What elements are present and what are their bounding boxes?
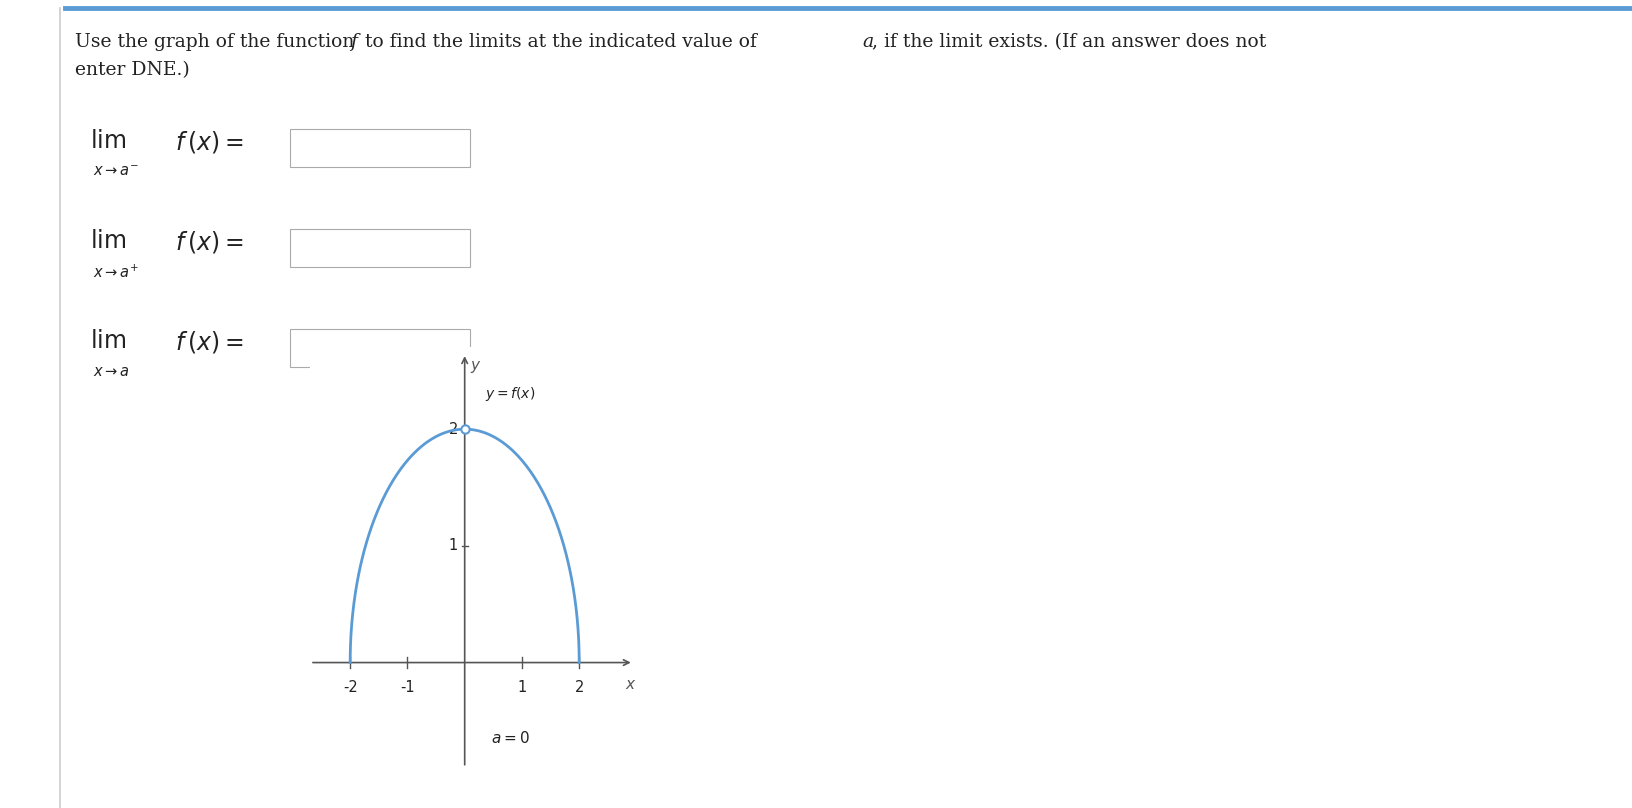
Text: , if the limit exists. (If an answer does not: , if the limit exists. (If an answer doe… — [871, 33, 1266, 51]
Text: $x \to a^{-}$: $x \to a^{-}$ — [93, 164, 139, 179]
Text: $f\,(x) =$: $f\,(x) =$ — [175, 129, 243, 155]
Text: $x \to a$: $x \to a$ — [93, 364, 131, 379]
Text: $x$: $x$ — [625, 676, 636, 692]
FancyBboxPatch shape — [290, 129, 470, 167]
Text: $\lim$: $\lim$ — [90, 330, 126, 354]
Text: $x \to a^{+}$: $x \to a^{+}$ — [93, 264, 139, 281]
Text: 1: 1 — [449, 538, 459, 553]
Text: -1: -1 — [400, 680, 415, 695]
Text: a: a — [862, 33, 873, 51]
FancyBboxPatch shape — [290, 229, 470, 267]
Text: $f\,(x) =$: $f\,(x) =$ — [175, 329, 243, 355]
Text: Use the graph of the function: Use the graph of the function — [75, 33, 361, 51]
Text: 2: 2 — [449, 422, 459, 436]
Text: enter DNE.): enter DNE.) — [75, 61, 189, 79]
Text: to find the limits at the indicated value of: to find the limits at the indicated valu… — [359, 33, 762, 51]
FancyBboxPatch shape — [290, 329, 470, 367]
Text: 1: 1 — [517, 680, 527, 695]
Text: $y$: $y$ — [470, 359, 481, 375]
Text: $y=f(x)$: $y=f(x)$ — [485, 385, 535, 403]
Text: $\lim$: $\lim$ — [90, 131, 126, 154]
Text: $a=0$: $a=0$ — [491, 730, 530, 747]
Text: -2: -2 — [343, 680, 357, 695]
Text: $f\,(x) =$: $f\,(x) =$ — [175, 229, 243, 255]
Text: f: f — [349, 33, 357, 51]
Text: 2: 2 — [574, 680, 584, 695]
Text: $\lim$: $\lim$ — [90, 230, 126, 254]
